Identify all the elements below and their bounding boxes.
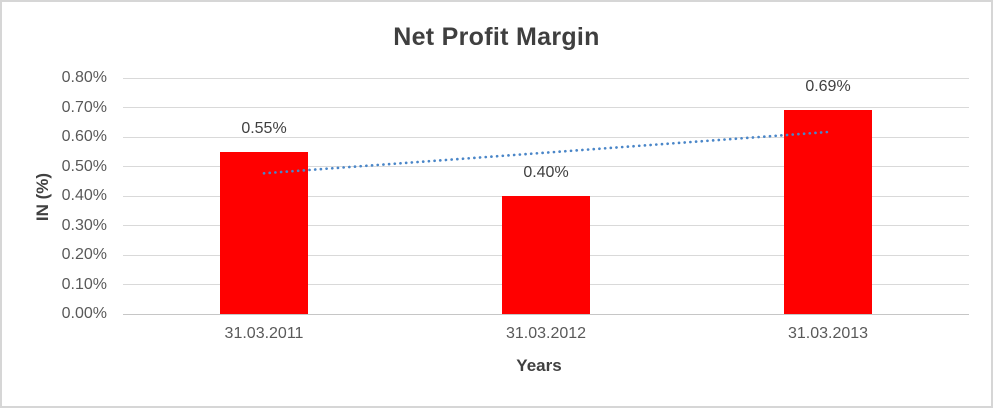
y-tick-label: 0.00% — [61, 305, 107, 322]
bar-31.03.2013[interactable] — [784, 110, 872, 314]
gridline — [123, 166, 969, 167]
bar-value-label: 0.55% — [241, 119, 287, 137]
y-tick-label: 0.70% — [61, 98, 107, 116]
gridline — [123, 136, 969, 138]
x-axis-line — [123, 313, 969, 315]
x-tick-label: 31.03.2011 — [224, 325, 304, 342]
gridline — [123, 77, 969, 79]
bar-value-label: 0.69% — [805, 78, 851, 96]
bar-31.03.2012[interactable] — [502, 196, 590, 314]
y-tick-label: 0.60% — [61, 128, 107, 145]
x-axis-title: Years — [516, 356, 562, 375]
y-tick-label: 0.80% — [61, 69, 107, 86]
x-tick-label: 31.03.2012 — [505, 325, 587, 342]
y-tick-label: 0.20% — [61, 246, 107, 263]
y-tick-label: 0.30% — [61, 216, 107, 234]
gridline — [123, 107, 969, 108]
bar-value-label: 0.40% — [523, 164, 569, 181]
trendline[interactable] — [262, 130, 830, 175]
trendline-layer — [262, 130, 830, 175]
y-tick-label: 0.10% — [61, 275, 107, 293]
bar-31.03.2011[interactable] — [220, 151, 308, 314]
x-tick-label: 31.03.2013 — [787, 325, 869, 342]
y-axis-tick-labels: 0.00% 0.10% 0.20% 0.30% 0.40% 0.50% 0.60% 0.70%… — [2, 2, 107, 406]
y-tick-label: 0.50% — [61, 157, 107, 175]
chart-title: Net Profit Margin — [393, 23, 600, 51]
plot-area: 0.55% 0.40% 0.69% — [123, 77, 969, 315]
y-tick-label: 0.40% — [61, 187, 107, 204]
